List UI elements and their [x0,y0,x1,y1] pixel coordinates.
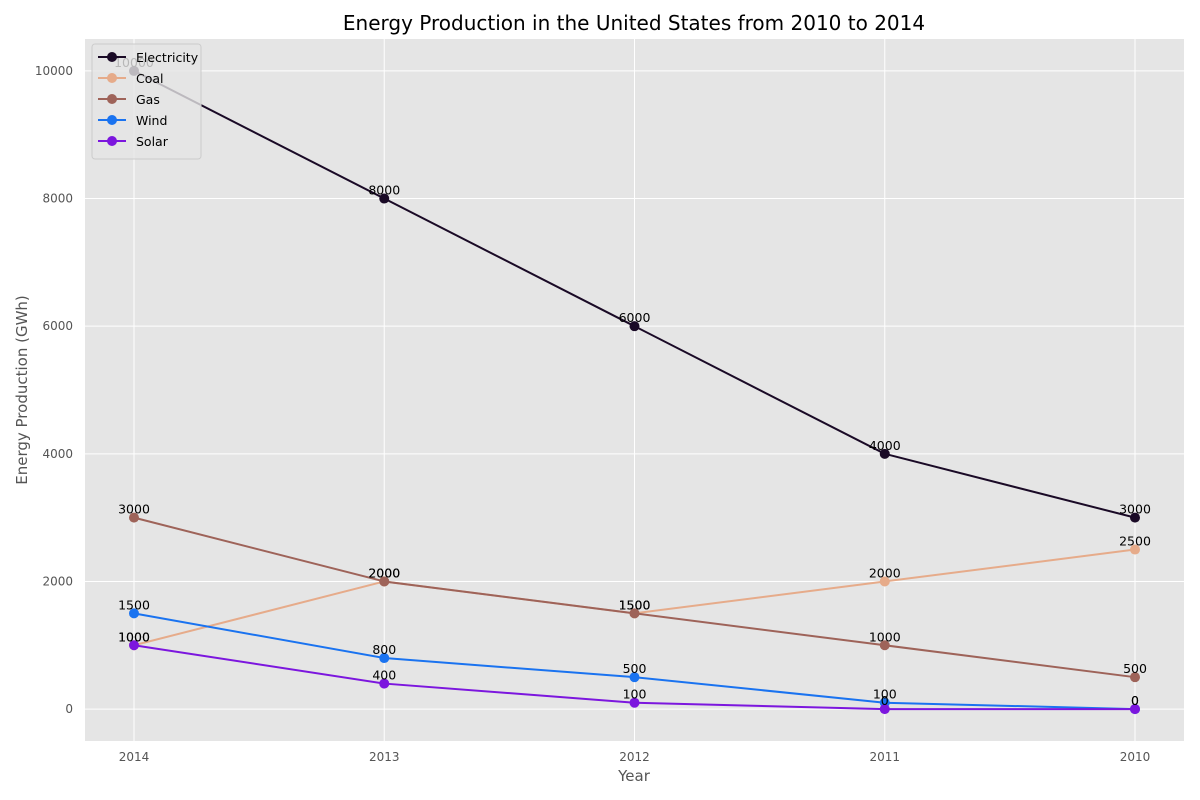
legend-marker-electricity [107,52,117,62]
data-labels: 1000080006000400030001000200015002000250… [114,55,1151,708]
legend-marker-coal [107,73,117,83]
x-axis: 2014 2013 2012 2011 2010 [119,750,1151,764]
x-tick-label: 2013 [369,750,400,764]
legend: Electricity Coal Gas Wind Solar [91,43,202,160]
data-label-wind: 500 [623,661,647,676]
legend-box [91,43,202,160]
data-label-solar: 0 [881,693,889,708]
x-axis-label: Year [617,767,651,785]
chart-title: Energy Production in the United States f… [343,11,925,35]
data-label-coal: 2000 [869,565,901,580]
y-tick-label: 2000 [42,574,73,588]
data-point-gas [129,512,139,523]
data-label-wind: 1500 [118,597,150,612]
legend-label-coal: Coal [136,71,164,86]
data-point-solar [129,640,139,651]
data-label-wind: 100 [873,687,897,702]
data-point-wind [629,672,640,683]
legend-label-gas: Gas [136,92,160,107]
data-label-gas: 500 [1123,661,1147,676]
data-point-wind [129,608,139,619]
y-tick-label: 0 [65,702,73,716]
data-point-solar [629,697,640,708]
data-point-gas [1130,672,1140,683]
data-label-electricity: 4000 [869,438,901,453]
x-tick-label: 2014 [119,750,150,764]
data-point-electricity [879,448,890,459]
legend-label-solar: Solar [136,134,169,149]
data-point-coal [1130,544,1140,555]
x-tick-label: 2010 [1120,750,1151,764]
data-point-gas [629,608,640,619]
data-label-wind: 800 [372,642,396,657]
data-label-solar: 400 [372,668,396,683]
series-layer [129,65,1140,715]
legend-label-electricity: Electricity [136,50,199,65]
data-label-wind: 0 [1131,693,1139,708]
data-label-coal: 2500 [1119,534,1151,549]
data-point-electricity [379,193,390,204]
data-point-gas [379,576,390,587]
data-label-electricity: 6000 [619,310,651,325]
legend-marker-gas [107,94,117,104]
data-point-electricity [1130,512,1140,523]
data-label-gas: 1000 [869,629,901,644]
data-label-solar: 0 [1131,693,1139,708]
data-point-coal [879,576,890,587]
data-point-solar [879,704,890,715]
data-point-wind [379,653,390,664]
data-label-gas: 1500 [619,597,651,612]
legend-marker-solar [107,136,117,146]
y-tick-label: 4000 [42,447,73,461]
data-point-solar [379,678,390,689]
data-label-coal: 1500 [619,597,651,612]
data-label-coal: 1000 [118,629,150,644]
x-tick-label: 2011 [869,750,900,764]
data-point-gas [879,640,890,651]
legend-marker-wind [107,115,117,125]
data-label-solar: 1000 [118,629,150,644]
data-label-electricity: 8000 [368,183,400,198]
grid-lines [85,39,1184,741]
data-label-gas: 2000 [368,565,400,580]
data-label-electricity: 3000 [1119,502,1151,517]
y-tick-label: 10000 [35,64,73,78]
data-label-gas: 3000 [118,502,150,517]
data-point-electricity [629,321,640,332]
y-tick-label: 6000 [42,319,73,333]
data-label-coal: 2000 [368,565,400,580]
y-axis: 0 2000 4000 6000 8000 10000 [35,64,73,716]
y-tick-label: 8000 [42,192,73,206]
y-axis-label: Energy Production (GWh) [13,295,31,485]
data-point-solar [1130,704,1140,715]
x-tick-label: 2012 [619,750,650,764]
legend-label-wind: Wind [136,113,167,128]
data-label-solar: 100 [623,687,647,702]
